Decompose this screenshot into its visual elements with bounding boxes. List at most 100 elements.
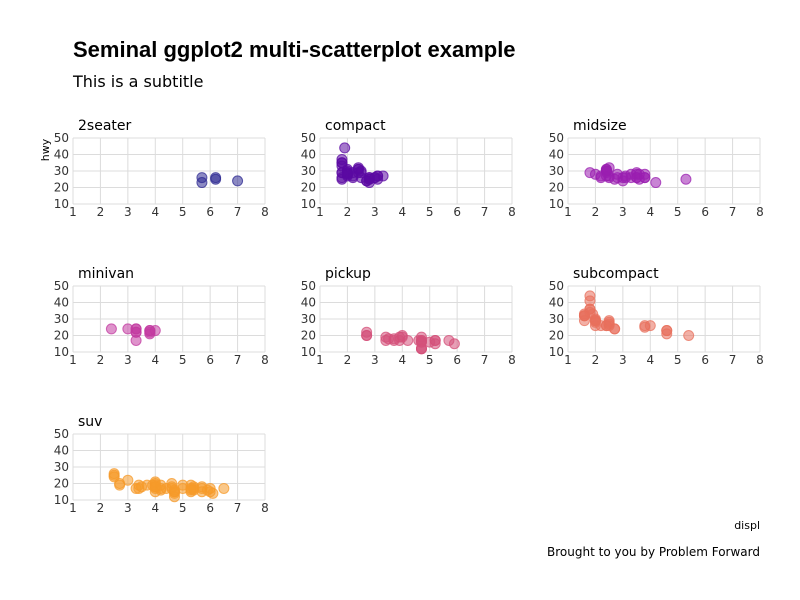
y-tick-label: 50: [301, 131, 316, 145]
x-tick-label: 7: [234, 353, 242, 367]
x-tick-label: 1: [69, 205, 77, 219]
x-tick-label: 2: [97, 353, 105, 367]
x-tick-label: 3: [619, 353, 627, 367]
scatter-point: [603, 316, 615, 328]
scatter-point: [341, 167, 353, 179]
x-tick-label: 5: [674, 205, 682, 219]
x-tick-label: 5: [426, 205, 434, 219]
scatter-point: [177, 479, 189, 491]
facet-panel-pickup: pickup 1 2 3 4 5 6 7 8 10 20 30 40 50: [301, 266, 516, 367]
x-tick-label: 2: [592, 353, 600, 367]
scatter-point: [105, 323, 117, 335]
x-tick-label: 8: [756, 353, 764, 367]
y-tick-label: 50: [549, 131, 564, 145]
scatter-point: [363, 177, 375, 189]
x-tick-label: 1: [316, 205, 324, 219]
y-tick-label: 30: [54, 460, 69, 474]
scatter-point: [204, 486, 216, 498]
y-tick-label: 40: [54, 444, 69, 458]
x-tick-label: 4: [398, 353, 406, 367]
y-tick-label: 30: [549, 312, 564, 326]
facet-label: minivan: [78, 266, 134, 282]
facet-panel-subcompact: subcompact 1 2 3 4 5 6 7 8 10 20 30 40 50: [549, 266, 764, 367]
scatter-point: [402, 334, 414, 346]
scatter-point: [448, 338, 460, 350]
y-tick-label: 30: [301, 312, 316, 326]
x-tick-label: 6: [206, 501, 214, 515]
x-tick-label: 3: [619, 205, 627, 219]
x-tick-label: 2: [592, 205, 600, 219]
scatter-point: [185, 484, 197, 496]
y-tick-label: 20: [301, 181, 316, 195]
x-tick-label: 8: [756, 205, 764, 219]
scatter-point: [339, 142, 351, 154]
y-tick-label: 40: [301, 148, 316, 162]
x-tick-label: 6: [701, 205, 709, 219]
scatter-point: [196, 177, 208, 189]
facet-label: suv: [78, 414, 102, 430]
y-tick-label: 40: [301, 296, 316, 310]
scatter-point: [661, 325, 673, 337]
y-tick-label: 30: [54, 312, 69, 326]
scatter-point: [683, 330, 695, 341]
x-tick-label: 3: [124, 353, 132, 367]
y-tick-label: 50: [54, 427, 69, 441]
y-tick-label: 50: [301, 279, 316, 293]
x-tick-label: 2: [97, 501, 105, 515]
scatter-point: [413, 334, 425, 346]
y-tick-label: 30: [54, 164, 69, 178]
facet-panel-midsize: midsize 1 2 3 4 5 6 7 8 10 20 30 40 50: [549, 118, 764, 219]
scatter-point: [232, 175, 244, 187]
x-tick-label: 8: [508, 353, 516, 367]
y-axis-label: hwy: [39, 138, 52, 161]
scatter-point: [352, 162, 364, 174]
facet-label: 2seater: [78, 118, 131, 134]
facet-label: pickup: [325, 266, 371, 282]
scatter-point: [424, 336, 436, 348]
x-tick-label: 1: [69, 353, 77, 367]
scatter-point: [168, 484, 180, 496]
x-tick-label: 3: [371, 205, 379, 219]
facet-panel-compact: compact 1 2 3 4 5 6 7 8 10 20 30 40 50: [301, 118, 516, 219]
y-tick-label: 10: [549, 197, 564, 211]
x-tick-label: 8: [261, 205, 269, 219]
x-tick-label: 1: [69, 501, 77, 515]
x-tick-label: 5: [426, 353, 434, 367]
y-tick-label: 10: [54, 197, 69, 211]
scatter-point: [122, 474, 134, 486]
scatter-point: [336, 157, 348, 169]
x-axis-label: displ: [734, 519, 760, 532]
facet-label: compact: [325, 118, 386, 134]
scatter-point: [584, 290, 596, 302]
chart-subtitle: This is a subtitle: [72, 72, 203, 91]
x-tick-label: 6: [453, 353, 461, 367]
x-tick-label: 3: [124, 205, 132, 219]
x-tick-label: 3: [371, 353, 379, 367]
y-tick-label: 40: [549, 296, 564, 310]
x-tick-label: 6: [206, 205, 214, 219]
x-tick-label: 4: [646, 205, 654, 219]
x-tick-label: 3: [124, 501, 132, 515]
scatter-point: [155, 479, 167, 491]
scatter-point: [361, 326, 373, 338]
facet-label: midsize: [573, 118, 627, 134]
x-tick-label: 2: [344, 353, 352, 367]
x-tick-label: 7: [481, 353, 489, 367]
scatter-point: [130, 334, 142, 346]
scatter-point: [383, 333, 395, 345]
x-tick-label: 2: [344, 205, 352, 219]
scatter-point: [210, 173, 222, 185]
x-tick-label: 7: [729, 205, 737, 219]
scatter-point: [595, 172, 607, 184]
scatter-point: [650, 177, 662, 189]
y-tick-label: 10: [54, 493, 69, 507]
x-tick-label: 4: [398, 205, 406, 219]
y-tick-label: 20: [549, 181, 564, 195]
x-tick-label: 7: [234, 205, 242, 219]
facet-panel-2seater: 2seater 1 2 3 4 5 6 7 8 10 20 30 40 50: [54, 118, 269, 219]
x-tick-label: 2: [97, 205, 105, 219]
facet-label: subcompact: [573, 266, 659, 282]
scatter-point: [644, 320, 656, 332]
y-tick-label: 50: [54, 279, 69, 293]
facet-panel-suv: suv 1 2 3 4 5 6 7 8 10 20 30 40 50: [54, 414, 269, 515]
